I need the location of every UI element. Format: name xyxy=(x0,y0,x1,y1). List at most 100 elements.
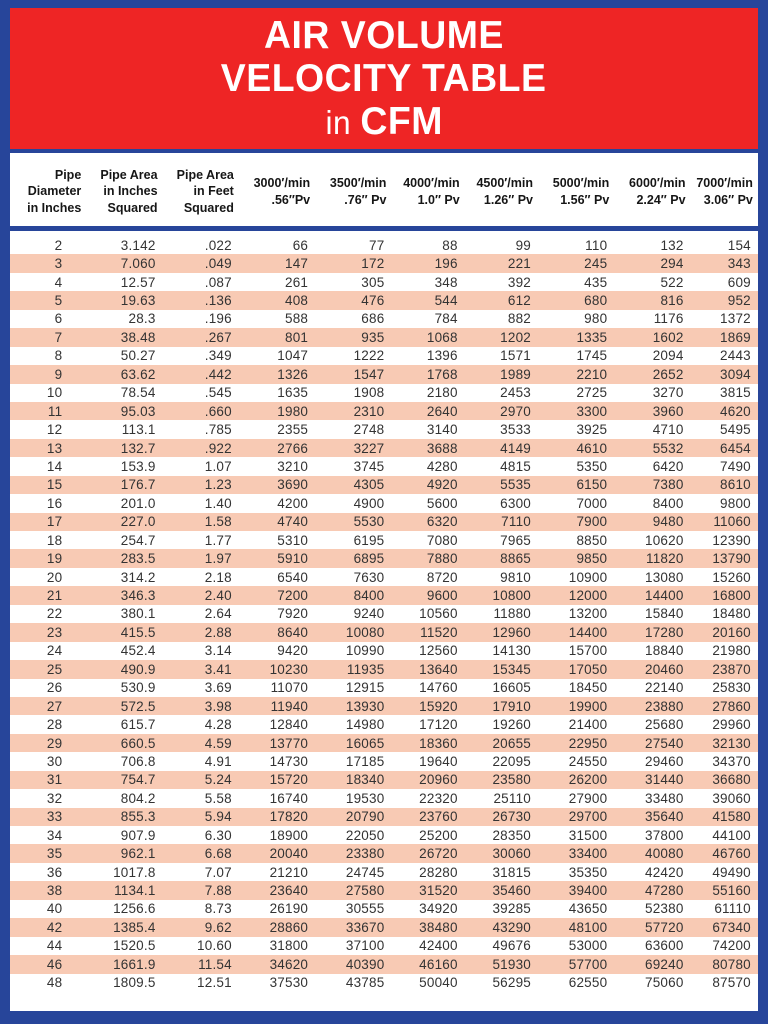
table-cell: 1222 xyxy=(353,348,385,364)
table-cell: 49676 xyxy=(492,938,531,954)
table-cell: 7380 xyxy=(652,477,684,493)
table-cell: 22 xyxy=(46,606,63,622)
table-cell: 1372 xyxy=(720,311,751,327)
table-cell: 2640 xyxy=(426,403,458,419)
table-cell: 1520.5 xyxy=(113,938,156,954)
table-cell: 35350 xyxy=(568,864,608,880)
table-row: 27 572.5 3.98 11940 13930 15920 17910 19900 2388… xyxy=(10,696,758,716)
table-cell: 1335 xyxy=(576,329,608,345)
table-cell: 13 xyxy=(46,440,63,456)
table-cell: 21 xyxy=(46,588,63,604)
table-cell: 660.5 xyxy=(120,735,156,751)
table-cell: 5 xyxy=(54,293,63,309)
table-cell: 16065 xyxy=(345,735,385,751)
table-cell: 87570 xyxy=(712,975,751,991)
table-cell: 22950 xyxy=(568,735,608,751)
table-cell: 6540 xyxy=(277,569,309,585)
table-cell: 19530 xyxy=(345,790,385,806)
table-cell: 29700 xyxy=(568,809,608,825)
table-cell: 16740 xyxy=(269,790,309,806)
table-cell: 33 xyxy=(46,809,63,825)
table-cell: 63.62 xyxy=(120,366,156,382)
table-cell: 10.60 xyxy=(197,938,232,954)
table-cell: 6320 xyxy=(426,514,458,530)
table-cell: 23880 xyxy=(645,698,684,714)
table-row: 26 530.9 3.69 11070 12915 14760 16605 18450 2214… xyxy=(10,679,758,697)
table-cell: 3.142 xyxy=(120,237,156,253)
table-cell: 12.51 xyxy=(197,975,232,991)
table-cell: 9420 xyxy=(277,643,309,659)
table-cell: 6420 xyxy=(652,458,684,474)
table-cell: 11.54 xyxy=(198,956,232,972)
table-row: 46 1661.9 11.54 34620 40390 46160 51930 57700 69… xyxy=(10,955,758,974)
table-cell: 680 xyxy=(584,293,608,309)
column-header: 4000′/min 1.0″ Pv xyxy=(403,176,460,207)
table-cell: 19.63 xyxy=(120,293,156,309)
table-cell: 804.2 xyxy=(120,790,156,806)
table-header-row: Pipe Diameter in Inches Pipe Area in Inches S… xyxy=(10,153,758,226)
table-cell: 15345 xyxy=(492,661,531,677)
table-cell: .267 xyxy=(204,329,232,345)
table-cell: 18 xyxy=(46,532,63,548)
table-cell: 392 xyxy=(507,274,531,290)
table-cell: 12560 xyxy=(419,643,458,659)
table-cell: 43785 xyxy=(345,975,385,991)
table-cell: 42420 xyxy=(645,864,684,880)
table-cell: 12915 xyxy=(345,680,385,696)
table-cell: 22050 xyxy=(345,827,385,843)
table-cell: 1908 xyxy=(353,385,385,401)
table-cell: 1017.8 xyxy=(113,864,156,880)
table-cell: .660 xyxy=(204,403,232,419)
table-cell: 1176 xyxy=(653,311,684,327)
table-cell: 13640 xyxy=(419,661,458,677)
table-cell: 49490 xyxy=(712,864,751,880)
table-cell: 15840 xyxy=(645,606,684,622)
table-cell: 283.5 xyxy=(120,551,156,567)
table-cell: 67340 xyxy=(712,919,751,935)
table-cell: 22320 xyxy=(419,790,458,806)
table-row: 40 1256.6 8.73 26190 30555 34920 39285 43650 523… xyxy=(10,900,758,918)
table-row: 32 804.2 5.58 16740 19530 22320 25110 27900 3348… xyxy=(10,789,758,807)
table-cell: 12.57 xyxy=(120,274,156,290)
table-cell: 9800 xyxy=(720,495,751,511)
table-cell: 27900 xyxy=(568,790,608,806)
table-row: 25 490.9 3.41 10230 11935 13640 15345 17050 2046… xyxy=(10,660,758,679)
table-cell: 10560 xyxy=(419,606,458,622)
table-cell: 6150 xyxy=(576,477,608,493)
table-row: 15 176.7 1.23 3690 4305 4920 5535 6150 7380 8610 xyxy=(10,475,758,495)
table-cell: 522 xyxy=(660,274,684,290)
table-cell: 11060 xyxy=(713,514,751,530)
table-cell: 26200 xyxy=(568,772,608,788)
table-cell: 3094 xyxy=(720,366,751,382)
table-cell: 6.30 xyxy=(204,827,232,843)
table-cell: 2180 xyxy=(426,385,458,401)
table-cell: 8850 xyxy=(576,532,608,548)
table-cell: 18480 xyxy=(712,606,751,622)
table-cell: 9.62 xyxy=(204,919,232,935)
table-cell: 10230 xyxy=(269,661,309,677)
table-cell: 26730 xyxy=(492,809,531,825)
table-cell: 63600 xyxy=(645,938,684,954)
table-cell: 544 xyxy=(434,293,458,309)
table-cell: 10620 xyxy=(645,532,684,548)
table-cell: 20790 xyxy=(345,809,385,825)
table-cell: 153.9 xyxy=(120,458,156,474)
table-cell: 17280 xyxy=(645,624,684,640)
table-cell: .196 xyxy=(204,311,232,327)
table-cell: 18360 xyxy=(419,735,458,751)
table-cell: 15720 xyxy=(269,772,309,788)
table-cell: 44 xyxy=(46,938,63,954)
table-cell: 88 xyxy=(442,237,458,253)
table-cell: 42 xyxy=(46,919,63,935)
table-cell: 50040 xyxy=(419,975,458,991)
table-cell: 348 xyxy=(434,274,458,290)
table-cell: 8865 xyxy=(500,551,531,567)
table-cell: .087 xyxy=(204,274,232,290)
table-cell: 7200 xyxy=(277,588,309,604)
table-cell: 48100 xyxy=(568,919,608,935)
table-cell: 962.1 xyxy=(120,846,156,862)
table-cell: 10900 xyxy=(568,569,608,585)
table-cell: 6300 xyxy=(500,495,531,511)
table-cell: 5.58 xyxy=(204,790,232,806)
table-cell: 343 xyxy=(727,256,751,272)
